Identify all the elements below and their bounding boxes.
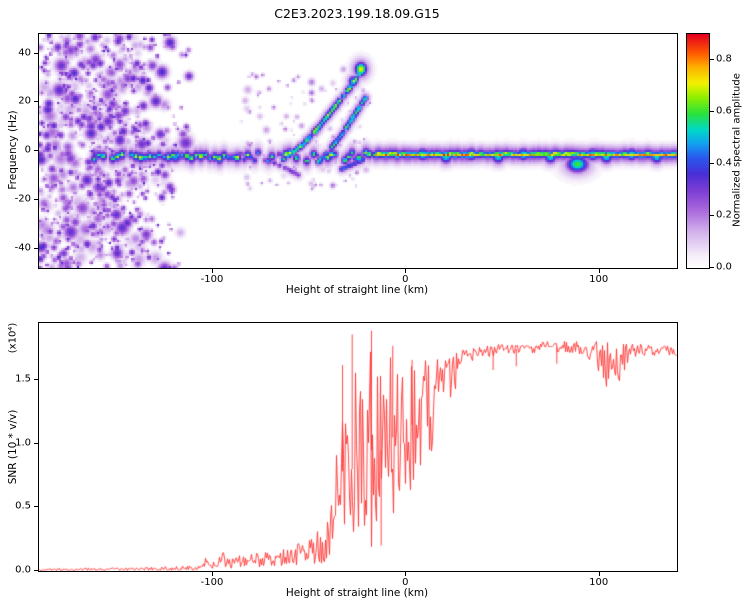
colorbar-tick <box>710 215 714 216</box>
bottom-x-tick <box>405 572 407 576</box>
snr-canvas <box>39 323 677 571</box>
bottom-y-tick <box>34 506 38 508</box>
chart-title: C2E3.2023.199.18.09.G15 <box>274 6 440 21</box>
top-x-axis-label: Height of straight line (km) <box>285 284 429 296</box>
colorbar-tick-label: 0.0 <box>716 261 732 273</box>
bottom-y-tick-label: 0.5 <box>15 500 31 512</box>
colorbar-tick <box>710 59 714 60</box>
top-y-tick <box>34 150 38 151</box>
bottom-x-tick <box>212 572 213 576</box>
bottom-x-tick-label: 0 <box>402 577 409 588</box>
colorbar-tick-label: 0.6 <box>716 105 732 117</box>
colorbar-tick <box>710 267 714 268</box>
bottom-x-axis-label: Height of straight line (km) <box>285 587 429 599</box>
bottom-y-tick <box>34 442 38 444</box>
bottom-x-tick-label: 100 <box>589 577 609 588</box>
snr-plot <box>38 322 678 572</box>
top-y-tick <box>34 101 38 103</box>
top-y-tick-label: -40 <box>14 242 31 253</box>
top-x-tick <box>212 269 213 273</box>
spectrogram-canvas <box>39 34 677 268</box>
colorbar <box>686 33 710 269</box>
top-x-tick-label: 0 <box>402 274 409 285</box>
bottom-y-tick-label: 0.0 <box>15 564 31 576</box>
colorbar-tick <box>710 163 714 164</box>
spectrogram-plot <box>38 33 678 269</box>
top-x-tick <box>598 269 600 273</box>
top-y-tick-label: 0 <box>24 144 31 156</box>
colorbar-label: Normalized spectral amplitude <box>731 73 743 227</box>
top-y-tick-label: 40 <box>18 47 31 58</box>
colorbar-tick <box>710 111 714 112</box>
bottom-y-scale-label: (x10⁴) <box>7 322 19 354</box>
top-y-tick <box>34 52 38 54</box>
top-x-tick-label: 100 <box>589 274 609 285</box>
top-y-tick-label: 20 <box>18 95 31 107</box>
colorbar-tick-label: 0.8 <box>716 53 732 65</box>
bottom-x-tick <box>598 572 600 576</box>
colorbar-tick-label: 0.4 <box>716 157 732 169</box>
top-y-tick-label: -20 <box>14 193 31 205</box>
top-y-tick <box>34 247 38 249</box>
colorbar-canvas <box>687 34 709 268</box>
bottom-y-tick <box>34 379 38 381</box>
top-x-tick-label: -100 <box>200 274 224 285</box>
top-x-tick <box>405 269 407 273</box>
top-y-tick <box>34 198 38 200</box>
bottom-y-tick-label: 1.0 <box>15 437 31 449</box>
colorbar-tick-label: 0.2 <box>716 209 732 221</box>
bottom-y-tick-label: 1.5 <box>15 373 31 385</box>
bottom-y-tick <box>34 570 38 571</box>
bottom-x-tick-label: -100 <box>200 577 224 588</box>
